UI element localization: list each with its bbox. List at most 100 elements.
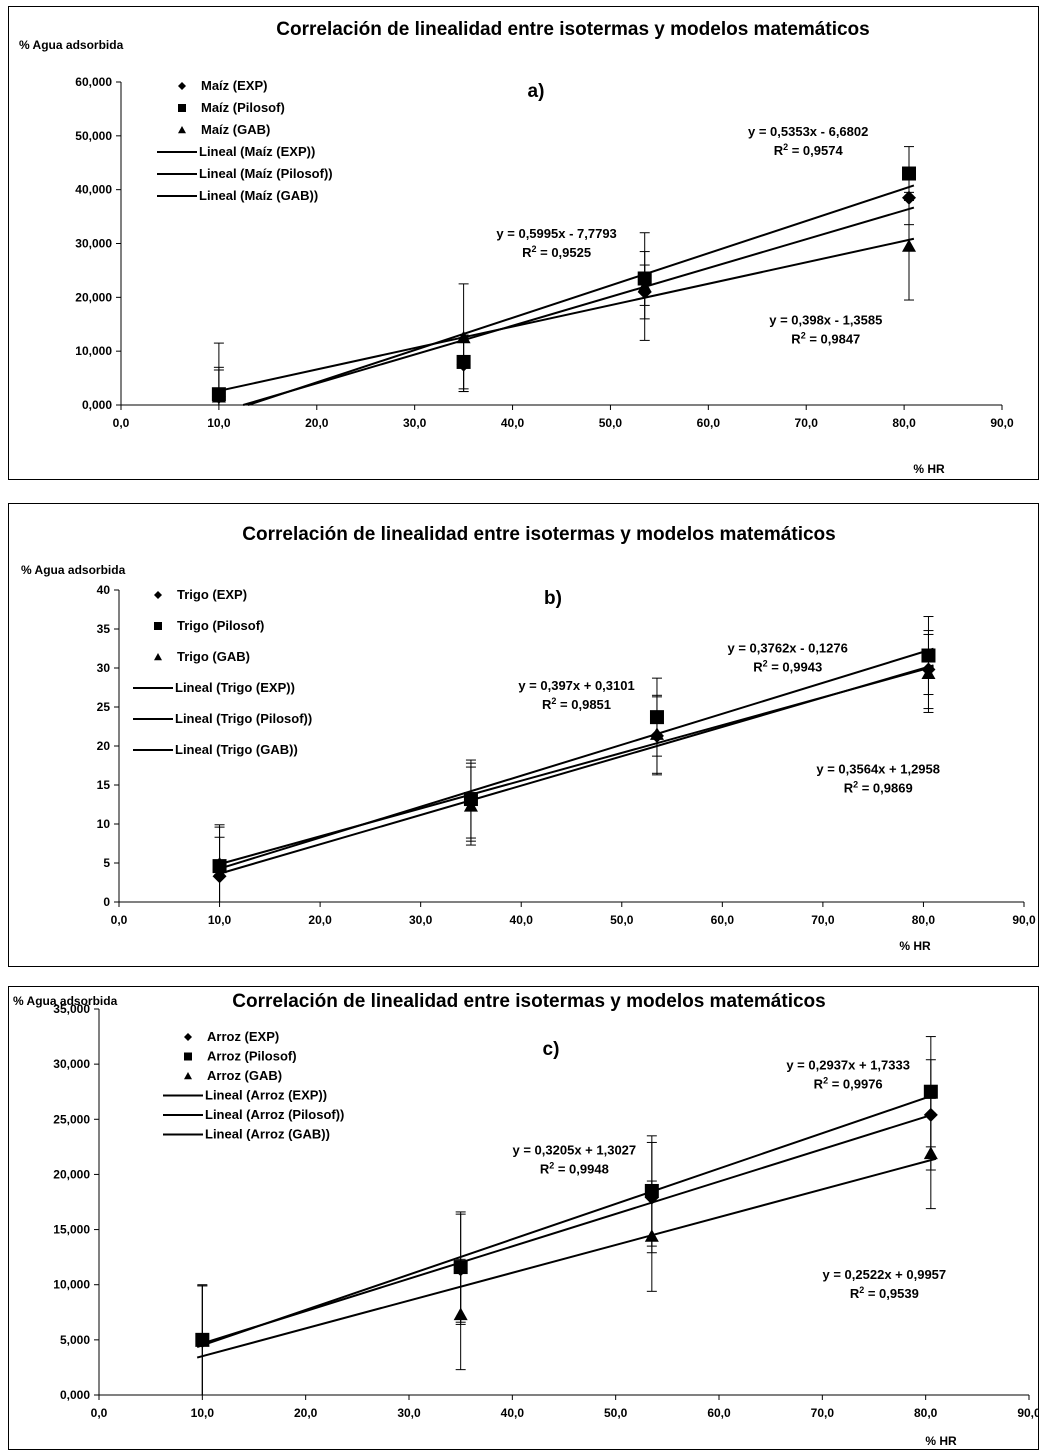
- legend-label: Lineal (Arroz (EXP)): [205, 1088, 327, 1103]
- y-tick-label: 15,000: [53, 1223, 90, 1237]
- x-tick-label: 90,0: [1012, 913, 1036, 927]
- legend-label: Arroz (EXP): [207, 1029, 279, 1044]
- r2-label: R2 = 0,9847: [791, 330, 860, 346]
- equation-label: y = 0,5995x - 7,7793: [496, 226, 616, 241]
- y-tick-label: 35: [97, 622, 111, 636]
- x-tick-label: 40,0: [510, 913, 534, 927]
- y-tick-label: 0: [103, 895, 110, 909]
- r2-label: R2 = 0,9574: [774, 142, 844, 158]
- legend-label: Maíz (EXP): [201, 78, 267, 93]
- r2-label: R2 = 0,9943: [753, 658, 822, 674]
- legend-marker: [184, 1033, 192, 1041]
- legend: Arroz (EXP) Arroz (Pilosof) Arroz (GAB) Lin…: [163, 1029, 344, 1142]
- x-axis-label: % HR: [913, 462, 945, 476]
- chart-a: Correlación de linealidad entre isoterma…: [19, 19, 1014, 476]
- r2-label: R2 = 0,9948: [540, 1161, 609, 1177]
- x-tick-label: 50,0: [604, 1406, 628, 1420]
- data-point: [212, 856, 227, 870]
- equation-label: y = 0,3762x - 0,1276: [728, 640, 848, 655]
- legend-marker: [178, 82, 186, 90]
- y-tick-label: 25: [97, 700, 111, 714]
- x-tick-label: 30,0: [397, 1406, 421, 1420]
- trend-line-2: [196, 1093, 937, 1349]
- data-point: [453, 1307, 468, 1321]
- legend-marker: [154, 653, 162, 661]
- x-tick-label: 0,0: [111, 913, 128, 927]
- legend-label: Trigo (EXP): [177, 587, 247, 602]
- y-tick-label: 15: [97, 778, 111, 792]
- trend-lines: [213, 184, 915, 406]
- legend-marker: [154, 591, 162, 599]
- y-tick-label: 10: [97, 817, 111, 831]
- x-tick-label: 80,0: [914, 1406, 938, 1420]
- legend-label: Lineal (Trigo (EXP)): [175, 680, 295, 695]
- y-tick-label: 35,000: [53, 1002, 90, 1016]
- y-tick-label: 30,000: [53, 1057, 90, 1071]
- trend-line-2: [247, 184, 915, 406]
- equation-label: y = 0,3564x + 1,2958: [816, 761, 940, 776]
- legend-label: Lineal (Trigo (GAB)): [175, 742, 298, 757]
- legend-marker: [154, 622, 162, 630]
- trend-lines: [214, 647, 934, 877]
- y-tick-label: 25,000: [53, 1112, 90, 1126]
- equation-label: y = 0,5353x - 6,6802: [748, 124, 868, 139]
- data-point: [463, 799, 478, 812]
- data-point: [921, 666, 936, 680]
- trend-line-1: [196, 1112, 937, 1347]
- y-tick-label: 0,000: [60, 1388, 90, 1402]
- y-tick-label: 50,000: [75, 129, 112, 143]
- x-tick-label: 20,0: [294, 1406, 318, 1420]
- x-tick-label: 0,0: [91, 1406, 108, 1420]
- x-tick-label: 20,0: [305, 416, 329, 430]
- legend-marker: [178, 104, 186, 112]
- chart-panel-a: Correlación de linealidad entre isoterma…: [8, 6, 1039, 480]
- trend-line-3: [213, 237, 915, 393]
- data-point: [649, 727, 664, 740]
- legend-label: Lineal (Arroz (GAB)): [205, 1127, 330, 1142]
- series-2: [195, 1036, 938, 1396]
- x-tick-label: 10,0: [208, 913, 232, 927]
- x-tick-label: 80,0: [892, 416, 916, 430]
- equation-label: y = 0,2522x + 0,9957: [823, 1267, 947, 1282]
- legend-label: Lineal (Trigo (Pilosof)): [175, 711, 312, 726]
- data-point: [456, 330, 471, 344]
- y-tick-label: 40: [97, 583, 111, 597]
- series-3: [211, 191, 917, 406]
- y-tick-label: 5,000: [60, 1333, 90, 1347]
- trend-line-3: [196, 1157, 937, 1359]
- data-point: [902, 166, 917, 181]
- r2-label: R2 = 0,9525: [522, 244, 591, 260]
- r2-label: R2 = 0,9869: [844, 779, 913, 795]
- y-tick-label: 30: [97, 661, 111, 675]
- x-tick-label: 0,0: [113, 416, 130, 430]
- r2-label: R2 = 0,9539: [850, 1285, 919, 1301]
- panel-label: a): [528, 81, 545, 102]
- equation-label: y = 0,3205x + 1,3027: [513, 1143, 637, 1158]
- trend-line-3: [214, 665, 934, 867]
- legend-label: Lineal (Maíz (GAB)): [199, 188, 318, 203]
- x-tick-label: 60,0: [711, 913, 735, 927]
- x-tick-label: 30,0: [403, 416, 427, 430]
- x-tick-label: 80,0: [912, 913, 936, 927]
- chart-title: Correlación de linealidad entre isoterma…: [276, 19, 869, 40]
- series-3: [195, 1097, 938, 1396]
- legend: Trigo (EXP) Trigo (Pilosof) Trigo (GAB) Lin…: [133, 587, 312, 757]
- data-point: [923, 1084, 938, 1099]
- panel-label: b): [544, 588, 562, 609]
- y-tick-label: 20,000: [53, 1167, 90, 1181]
- y-tick-label: 20,000: [75, 290, 112, 304]
- chart-c: Correlación de linealidad entre isoterma…: [13, 991, 1039, 1448]
- legend-label: Arroz (Pilosof): [207, 1049, 297, 1064]
- legend-label: Trigo (Pilosof): [177, 618, 264, 633]
- legend-label: Maíz (GAB): [201, 122, 270, 137]
- legend-marker: [184, 1052, 192, 1061]
- panel-label: c): [543, 1039, 560, 1060]
- x-tick-label: 30,0: [409, 913, 433, 927]
- x-tick-label: 70,0: [811, 1406, 835, 1420]
- x-tick-label: 90,0: [1017, 1406, 1039, 1420]
- y-axis-label: % Agua adsorbida: [21, 563, 126, 577]
- y-tick-label: 10,000: [75, 344, 112, 358]
- y-tick-label: 10,000: [53, 1278, 90, 1292]
- data-point: [644, 1229, 659, 1242]
- x-axis-label: % HR: [925, 1434, 957, 1448]
